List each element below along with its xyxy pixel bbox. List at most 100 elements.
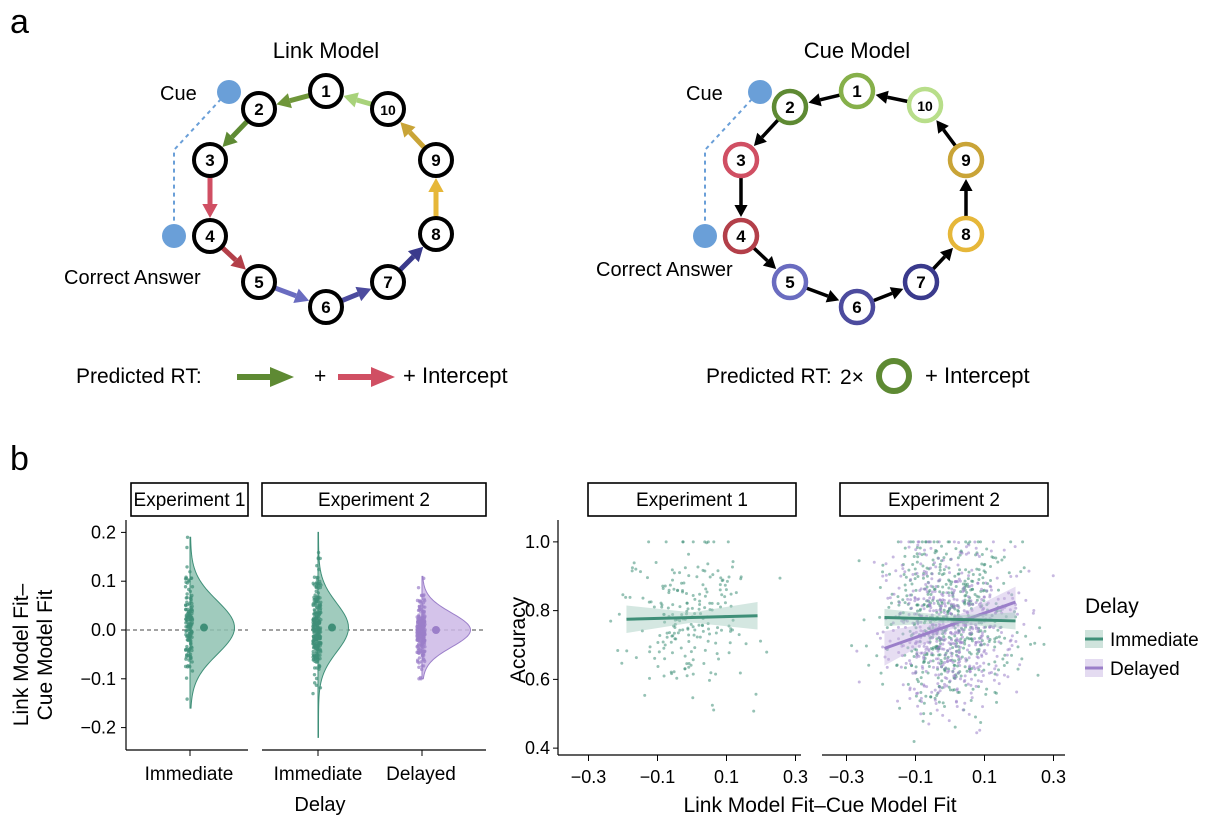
violin-strip-exp1-label: Experiment 1 — [134, 490, 246, 511]
scatter-point — [924, 647, 928, 651]
scatter-point — [1009, 638, 1013, 642]
violin-point — [418, 646, 423, 650]
scatter-point — [661, 587, 665, 591]
link-predicted-rt: Predicted RT: + + Intercept — [76, 363, 508, 388]
scatter-point — [914, 548, 918, 552]
scatter-point — [656, 664, 660, 668]
violin-point — [419, 677, 423, 681]
violin-point — [420, 641, 425, 646]
scatter-point — [898, 601, 902, 605]
scatter-point — [949, 658, 953, 662]
scatter-point — [966, 682, 970, 686]
scatter-point — [682, 581, 686, 585]
scatter-point — [1014, 639, 1018, 643]
scatter-point — [908, 629, 912, 633]
scatter-point — [1011, 596, 1015, 600]
scatter-point — [904, 588, 908, 592]
link-arrow-1-2-head — [276, 93, 292, 109]
scatter-point — [888, 572, 892, 576]
scatter-point — [935, 637, 939, 641]
violin-point — [314, 581, 319, 585]
violin-x-label-immediate-1: Immediate — [145, 764, 234, 785]
scatter-point — [920, 540, 924, 544]
scatter-point — [927, 649, 931, 653]
scatter-point — [914, 626, 918, 630]
cue-multiplier: 2× — [840, 366, 864, 389]
scatter-point — [887, 657, 891, 661]
scatter-point — [687, 665, 691, 669]
scatter-point — [993, 640, 997, 644]
scatter-point — [919, 712, 923, 716]
violin-point — [183, 585, 188, 589]
scatter-point — [916, 680, 920, 684]
scatter-point — [676, 588, 680, 592]
scatter-point — [947, 594, 951, 598]
scatter-point — [912, 631, 916, 635]
scatter-point — [938, 562, 942, 566]
violin-point — [415, 628, 419, 632]
scatter-point — [695, 575, 699, 579]
scatter-point — [884, 562, 888, 566]
violin-strip-exp2 — [261, 482, 487, 517]
scatter-point — [689, 622, 693, 626]
violin-point — [188, 570, 192, 574]
scatter-point — [915, 648, 919, 652]
scatter-point — [685, 601, 689, 605]
scatter-point — [985, 589, 989, 593]
scatter-point — [941, 585, 945, 589]
scatter-point — [910, 606, 914, 610]
scatter-point — [975, 598, 979, 602]
scatter-point — [672, 587, 676, 591]
scatter-point — [942, 611, 946, 615]
scatter-point — [928, 625, 932, 629]
scatter-point — [938, 685, 942, 689]
cue-arrow-2-3-shaft — [760, 119, 780, 139]
scatter-point — [981, 614, 985, 618]
link-node-ring — [418, 216, 454, 252]
scatter-point — [983, 629, 987, 633]
scatter-point — [941, 701, 945, 705]
scatter-point — [1031, 611, 1035, 615]
scatter-point — [952, 674, 956, 678]
scatter-point — [676, 631, 680, 635]
cue-arrow-1-2-head — [808, 93, 822, 107]
scatter-point — [899, 540, 903, 544]
scatter-point — [970, 587, 974, 591]
violin-point — [417, 604, 422, 609]
violin-point — [189, 624, 193, 628]
scatter-point — [778, 576, 782, 580]
scatter-point — [729, 592, 733, 596]
link-plus: + — [314, 365, 326, 388]
violin-point — [312, 612, 316, 616]
cue-node-label: 7 — [916, 273, 925, 292]
scatter-point — [948, 679, 952, 683]
violin-point — [185, 592, 189, 596]
scatter-point — [918, 639, 922, 643]
scatter-point — [662, 674, 666, 678]
scatter-point — [944, 552, 948, 556]
scatter-point — [727, 651, 731, 655]
scatter-point — [976, 581, 980, 585]
scatter-point — [966, 614, 970, 618]
scatter-point — [995, 673, 999, 677]
scatter-point — [723, 595, 727, 599]
scatter-point — [684, 591, 688, 595]
scatter-point — [993, 645, 997, 649]
scatter-point — [912, 687, 916, 691]
scatter-point — [906, 682, 910, 686]
cue-node-ring — [947, 215, 985, 253]
cue-arrow-5-6-shaft — [806, 286, 829, 298]
scatter-point — [979, 540, 983, 544]
scatter-point — [641, 596, 645, 600]
cue-node-label: 6 — [852, 298, 861, 317]
scatter-point — [967, 650, 971, 654]
scatter-point — [930, 690, 934, 694]
scatter-point — [710, 703, 714, 707]
scatter-point — [976, 640, 980, 644]
violin-point — [422, 653, 426, 658]
scatter-point — [929, 712, 933, 716]
scatter-point — [973, 637, 977, 641]
scatter-point — [971, 687, 975, 691]
cue-arrow-5-6-head — [825, 289, 840, 303]
cue-node-ring — [722, 141, 760, 179]
